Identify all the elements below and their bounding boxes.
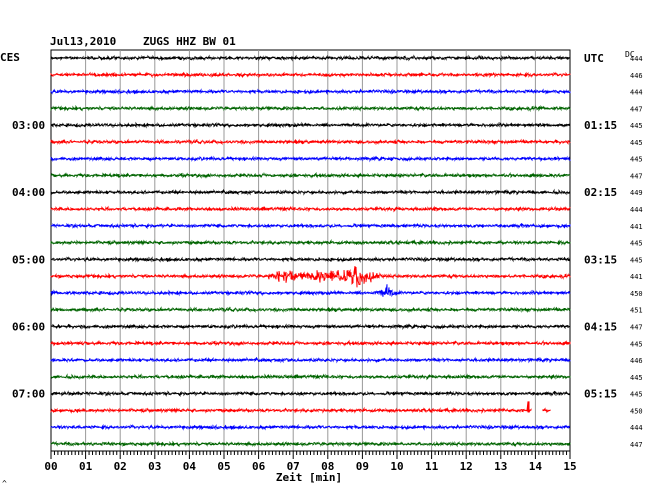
dc-offset-label: 441 [630, 223, 643, 231]
trace-13 [50, 266, 571, 288]
x-tick-label: 05 [217, 460, 230, 473]
dc-offset-label: 444 [630, 424, 643, 432]
x-tick-label: 01 [79, 460, 93, 473]
dc-offset-label: 444 [630, 206, 643, 214]
trace-6 [50, 155, 571, 163]
left-hour-label: 06:00 [12, 320, 45, 333]
date-label: Jul13,2010 [50, 35, 116, 48]
right-hour-label: 01:15 [584, 119, 617, 132]
station-label: ZUGS HHZ BW 01 [143, 35, 236, 48]
right-hour-label: 05:15 [584, 388, 617, 401]
grid-lines [50, 49, 571, 452]
x-tick-label: 10 [390, 460, 403, 473]
trace-14 [50, 284, 571, 298]
left-hour-label: 07:00 [12, 388, 45, 401]
trace-2 [50, 88, 571, 96]
trace-4 [50, 121, 571, 129]
x-axis: 00 01 02 03 04 05 06 07 08 09 10 11 12 13 14 15 [44, 450, 577, 473]
x-tick-label: 15 [563, 460, 576, 473]
trace-23 [50, 440, 571, 448]
dc-offset-label: 445 [630, 240, 643, 248]
x-tick-label: 03 [148, 460, 161, 473]
trace-21 [50, 401, 551, 414]
trace-0 [50, 54, 571, 62]
right-hour-label: 02:15 [584, 186, 617, 199]
left-hour-labels: 03:00 04:00 05:00 06:00 07:00 [12, 119, 45, 400]
trace-10 [50, 222, 571, 230]
dc-offset-label: 447 [630, 105, 643, 113]
x-tick-label: 00 [44, 460, 57, 473]
trace-12 [50, 256, 571, 263]
dc-offset-label: 447 [630, 323, 643, 331]
x-tick-label: 02 [114, 460, 127, 473]
dc-offset-label: 445 [630, 256, 643, 264]
trace-20 [50, 390, 571, 398]
dc-offset-label: 445 [630, 139, 643, 147]
corner-mark: ^ [2, 479, 7, 488]
dc-offset-label: 445 [630, 156, 643, 164]
dc-offset-label: 445 [630, 122, 643, 130]
right-hour-labels: UTC 01:15 02:15 03:15 04:15 05:15 [584, 52, 617, 401]
dc-label: DC [625, 50, 635, 59]
x-tick-label: 14 [529, 460, 543, 473]
trace-5 [50, 138, 571, 146]
dc-offset-label: 450 [630, 290, 643, 298]
plot-frame [50, 49, 571, 452]
x-tick-label: 12 [460, 460, 473, 473]
trace-22 [50, 423, 571, 431]
trace-1 [50, 71, 571, 79]
dc-offset-label: 445 [630, 340, 643, 348]
x-tick-label: 04 [183, 460, 197, 473]
dc-offset-label: 449 [630, 189, 643, 197]
x-tick-label: 13 [494, 460, 507, 473]
left-hour-label: 05:00 [12, 253, 45, 266]
left-hour-label: 03:00 [12, 119, 45, 132]
trace-18 [50, 356, 571, 364]
left-hour-label: 04:00 [12, 186, 45, 199]
dc-offset-labels: 444 446 444 447 445 445 445 447 449 444 441 445 445 4… [630, 55, 643, 449]
x-tick-label: 06 [252, 460, 266, 473]
x-tick-label: 08 [321, 460, 334, 473]
trace-16 [50, 323, 571, 331]
dc-offset-label: 447 [630, 172, 643, 180]
dc-offset-label: 447 [630, 441, 643, 449]
dc-offset-label: 445 [630, 374, 643, 382]
trace-11 [50, 238, 571, 247]
x-tick-label: 11 [425, 460, 439, 473]
trace-7 [50, 171, 571, 179]
x-tick-label: 07 [287, 460, 300, 473]
left-timezone-label: CES [0, 51, 20, 64]
dc-offset-label: 446 [630, 72, 643, 80]
dc-offset-label: 441 [630, 273, 643, 281]
dc-offset-label: 451 [630, 307, 643, 315]
right-hour-label: 04:15 [584, 320, 617, 333]
right-hour-label: UTC [584, 52, 604, 65]
trace-19 [50, 373, 571, 381]
dc-offset-label: 445 [630, 391, 643, 399]
dc-offset-label: 450 [630, 407, 643, 415]
trace-9 [50, 205, 571, 213]
dc-offset-label: 444 [630, 89, 643, 97]
dc-offset-label: 446 [630, 357, 643, 365]
trace-3 [50, 104, 571, 113]
dc-offset-label: 444 [630, 55, 643, 63]
right-hour-label: 03:15 [584, 253, 617, 266]
trace-17 [50, 339, 571, 347]
trace-group [50, 54, 571, 448]
trace-15 [50, 306, 571, 314]
x-tick-label: 09 [356, 460, 369, 473]
x-axis-label: Zeit [min] [276, 471, 342, 484]
trace-8 [50, 188, 571, 196]
